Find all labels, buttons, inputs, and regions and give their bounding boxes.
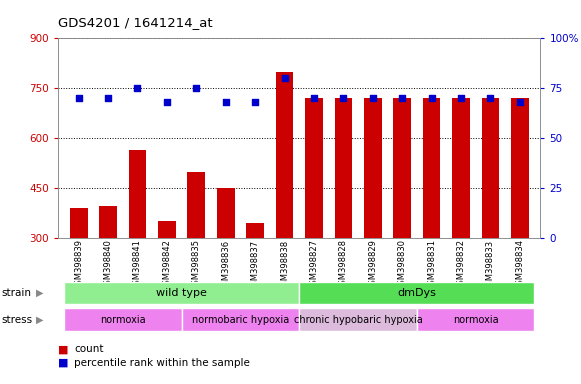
Point bbox=[368, 95, 378, 101]
Point bbox=[133, 85, 142, 91]
Text: normoxia: normoxia bbox=[453, 314, 498, 325]
Bar bbox=[246, 223, 264, 238]
Text: stress: stress bbox=[2, 314, 33, 325]
Point bbox=[397, 95, 407, 101]
Bar bbox=[305, 98, 322, 238]
Point bbox=[74, 95, 83, 101]
Bar bbox=[188, 172, 205, 238]
Bar bbox=[364, 98, 382, 238]
Text: normoxia: normoxia bbox=[100, 314, 146, 325]
Text: normobaric hypoxia: normobaric hypoxia bbox=[192, 314, 289, 325]
Text: wild type: wild type bbox=[156, 288, 207, 298]
Point bbox=[456, 95, 465, 101]
Bar bbox=[452, 98, 470, 238]
Bar bbox=[217, 188, 235, 238]
Point bbox=[250, 99, 260, 105]
Text: percentile rank within the sample: percentile rank within the sample bbox=[74, 358, 250, 368]
Bar bbox=[158, 222, 175, 238]
Point bbox=[280, 75, 289, 81]
Text: ■: ■ bbox=[58, 358, 69, 368]
Bar bbox=[64, 281, 299, 304]
Text: chronic hypobaric hypoxia: chronic hypobaric hypoxia bbox=[293, 314, 422, 325]
Bar bbox=[299, 281, 535, 304]
Text: GDS4201 / 1641214_at: GDS4201 / 1641214_at bbox=[58, 16, 213, 29]
Point bbox=[103, 95, 113, 101]
Bar bbox=[276, 72, 293, 238]
Point bbox=[309, 95, 318, 101]
Point bbox=[515, 99, 525, 105]
Point bbox=[486, 95, 495, 101]
Bar bbox=[482, 98, 499, 238]
Bar bbox=[128, 150, 146, 238]
Point bbox=[192, 85, 201, 91]
Text: strain: strain bbox=[2, 288, 32, 298]
Text: ▶: ▶ bbox=[36, 288, 44, 298]
Bar bbox=[64, 308, 182, 331]
Point bbox=[162, 99, 171, 105]
Bar bbox=[99, 207, 117, 238]
Text: count: count bbox=[74, 344, 104, 354]
Bar bbox=[393, 98, 411, 238]
Text: ▶: ▶ bbox=[36, 314, 44, 325]
Bar bbox=[423, 98, 440, 238]
Bar bbox=[182, 308, 299, 331]
Bar bbox=[335, 98, 352, 238]
Bar bbox=[511, 98, 529, 238]
Point bbox=[339, 95, 348, 101]
Text: dmDys: dmDys bbox=[397, 288, 436, 298]
Point bbox=[427, 95, 436, 101]
Text: ■: ■ bbox=[58, 344, 69, 354]
Point bbox=[221, 99, 230, 105]
Bar bbox=[70, 208, 88, 238]
Bar bbox=[417, 308, 535, 331]
Bar bbox=[299, 308, 417, 331]
